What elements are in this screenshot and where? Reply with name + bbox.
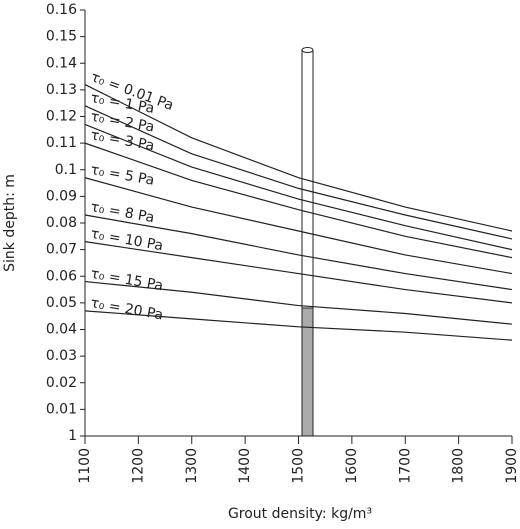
series-line: [84, 214, 513, 291]
x-axis-title: Grout density: kg/m³: [228, 506, 372, 522]
series-line: [84, 177, 513, 275]
series-label: τ₀ = 15 Pa: [89, 266, 164, 294]
series-label: τ₀ = 10 Pa: [89, 226, 164, 254]
y-tick-label: 0.09: [46, 188, 77, 204]
x-tick-label: 1200: [130, 448, 146, 484]
y-tick-label: 0.13: [46, 82, 77, 98]
x-tick-label: 1600: [344, 448, 360, 484]
series-label: τ₀ = 5 Pa: [89, 162, 155, 189]
x-tick-label: 1900: [504, 448, 520, 484]
x-tick-label: 1700: [397, 448, 413, 484]
y-tick-label: 0.08: [46, 215, 77, 231]
series-line: [84, 280, 513, 325]
y-tick-label: 0.15: [46, 29, 77, 45]
x-tick-label: 1400: [237, 448, 253, 484]
y-tick-label: 0.04: [46, 322, 77, 338]
y-tick-label: 0.01: [46, 401, 77, 417]
y-tick-label: 0.06: [46, 268, 77, 284]
series-line: [84, 142, 513, 259]
series-line: [84, 84, 513, 232]
y-tick-label: 0.14: [46, 55, 77, 71]
x-tick-label: 1800: [451, 448, 467, 484]
y-tick-label: 0.05: [46, 295, 77, 311]
y-tick-label: 0.12: [46, 109, 77, 125]
cylinder: [301, 47, 314, 437]
y-tick-label: 0.11: [46, 135, 77, 151]
series-line: [84, 105, 513, 240]
series-label: τ₀ = 20 Pa: [89, 295, 164, 323]
y-tick-label: 0.1: [55, 162, 77, 178]
x-tick-label: 1300: [184, 448, 200, 484]
y-tick-label: 0.03: [46, 348, 77, 364]
y-tick-label: 1: [68, 428, 77, 444]
x-tick-label: 1100: [77, 448, 93, 484]
y-axis-title: Sink depth: m: [2, 174, 18, 272]
cylinder-top: [301, 47, 314, 53]
series-line: [84, 123, 513, 251]
y-tick-label: 0.02: [46, 375, 77, 391]
y-tick-label: 0.16: [46, 2, 77, 18]
y-tick-label: 0.07: [46, 242, 77, 258]
x-tick-label: 1500: [291, 448, 307, 484]
series-line: [84, 310, 513, 341]
series-line: [84, 241, 513, 304]
